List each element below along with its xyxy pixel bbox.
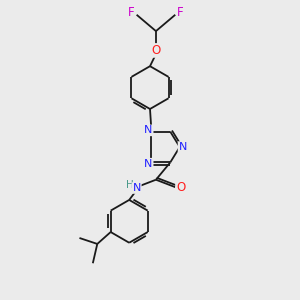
Text: N: N	[132, 183, 141, 193]
Text: N: N	[144, 125, 153, 135]
Text: F: F	[177, 6, 184, 19]
Text: H: H	[126, 180, 134, 190]
Text: O: O	[151, 44, 160, 57]
Text: O: O	[176, 181, 185, 194]
Text: N: N	[178, 142, 187, 152]
Text: F: F	[128, 6, 135, 19]
Text: N: N	[144, 159, 153, 169]
